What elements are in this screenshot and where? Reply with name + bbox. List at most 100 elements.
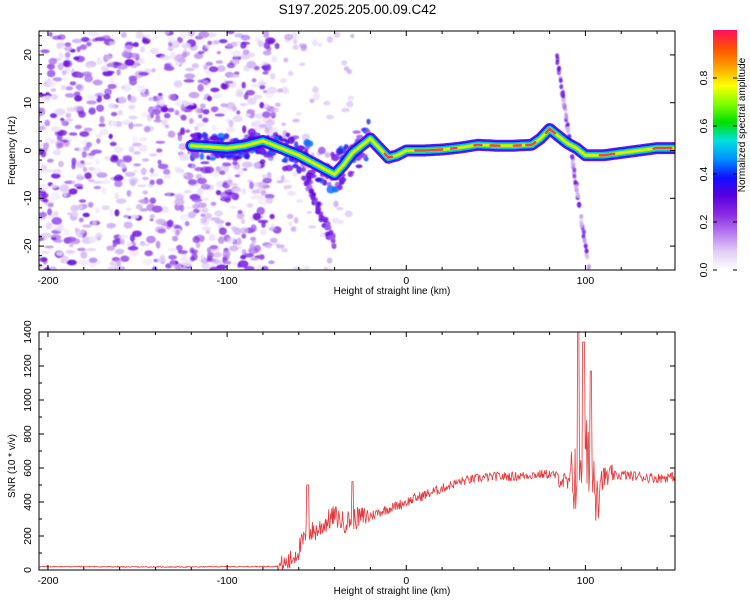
heatmap-cell (222, 250, 231, 258)
heatmap-cell (60, 84, 67, 91)
heatmap-cell (149, 153, 158, 157)
heatmap-cell (95, 58, 103, 65)
heatmap-cell (175, 166, 182, 174)
heatmap-cell (347, 95, 355, 101)
heatmap-cell (364, 156, 369, 162)
heatmap-cell (216, 264, 228, 270)
heatmap-cell (173, 54, 185, 63)
heatmap-cell (39, 263, 43, 269)
heatmap-cell (188, 91, 200, 99)
heatmap-cell (179, 31, 189, 38)
heatmap-cell (326, 114, 334, 120)
heatmap-cell (65, 249, 75, 255)
heatmap-cell (231, 50, 241, 57)
heatmap-cell (132, 123, 144, 127)
heatmap-cell (225, 126, 236, 134)
heatmap-cell (77, 247, 86, 251)
heatmap-cell (94, 206, 100, 214)
heatmap-cell (330, 238, 336, 244)
heatmap-cell (213, 251, 222, 258)
heatmap-cell (211, 124, 218, 132)
heatmap-cell (101, 186, 107, 195)
heatmap-cell (167, 36, 176, 43)
heatmap-cell (207, 31, 217, 38)
heatmap-cell (281, 158, 287, 163)
heatmap-cell (52, 168, 62, 174)
heatmap-cell (108, 77, 116, 84)
heatmap-cell (241, 81, 246, 89)
heatmap-cell (140, 243, 151, 247)
heatmap-cell (83, 204, 88, 209)
heatmap-cell (309, 98, 315, 104)
heatmap-cell (184, 73, 196, 79)
heatmap-cell (51, 217, 63, 225)
heatmap-cell (212, 39, 220, 45)
heatmap-cell (133, 151, 141, 155)
heatmap-cell (211, 258, 221, 264)
heatmap-cell (194, 201, 200, 206)
heatmap-cell (328, 229, 334, 235)
heatmap-cell (224, 260, 231, 265)
heatmap-cell (317, 42, 323, 47)
y-axis-label: Frequency (Hz) (7, 116, 18, 185)
heatmap-cell (249, 181, 254, 190)
heatmap-cell (200, 254, 205, 261)
heatmap-cell (264, 193, 275, 199)
heatmap-cell (331, 242, 337, 248)
heatmap-cell (309, 173, 317, 179)
heatmap-cell (96, 104, 105, 113)
y-tick-label: 400 (22, 493, 34, 511)
heatmap-cell (83, 127, 93, 132)
heatmap-cell (103, 93, 111, 100)
heatmap-cell (215, 190, 222, 196)
heatmap-cell (76, 46, 81, 53)
heatmap-cell (220, 103, 228, 108)
heatmap-cell (158, 99, 166, 106)
heatmap-cell (199, 152, 205, 160)
heatmap-cell (232, 192, 240, 201)
heatmap-cell (252, 161, 261, 170)
heatmap-cell (157, 163, 169, 170)
heatmap-cell (240, 41, 247, 49)
heatmap-cell (133, 163, 142, 167)
heatmap-cell (53, 239, 63, 243)
heatmap-cell (262, 177, 273, 184)
heatmap-cell (198, 114, 203, 119)
heatmap-cell (281, 248, 286, 253)
heatmap-cell (138, 71, 149, 76)
heatmap-cell (175, 229, 180, 236)
heatmap-cell (292, 163, 299, 169)
heatmap-cell (114, 192, 120, 200)
heatmap-cell (573, 180, 578, 186)
heatmap-cell (74, 227, 79, 233)
heatmap-cell (266, 122, 271, 129)
heatmap-cell (250, 236, 257, 241)
heatmap-cell (95, 232, 103, 240)
colorbar-tick-label: 0.2 (698, 215, 710, 230)
heatmap-cell (149, 47, 159, 55)
heatmap-cell (219, 170, 226, 175)
heatmap-cell (239, 227, 249, 234)
heatmap-cell (214, 219, 225, 224)
heatmap-cell (234, 174, 241, 178)
heatmap-cell (243, 266, 255, 270)
heatmap-cell (47, 208, 53, 216)
heatmap-cell (326, 257, 333, 264)
heatmap-cell (555, 53, 560, 59)
heatmap-cell (236, 40, 242, 45)
heatmap-cell (53, 149, 62, 156)
heatmap-cell (197, 84, 204, 92)
heatmap-cell (209, 266, 219, 270)
heatmap-cell (48, 58, 58, 65)
heatmap-cell (132, 135, 138, 144)
heatmap-cell (151, 266, 158, 270)
heatmap-cell (223, 133, 230, 140)
heatmap-cell (96, 172, 108, 178)
heatmap-cell (201, 207, 209, 213)
heatmap-cell (183, 79, 195, 83)
heatmap-cell (304, 265, 310, 270)
heatmap-cell (151, 205, 163, 213)
heatmap-cell (118, 234, 129, 239)
heatmap-cell (123, 221, 133, 229)
heatmap-cell (65, 118, 74, 122)
